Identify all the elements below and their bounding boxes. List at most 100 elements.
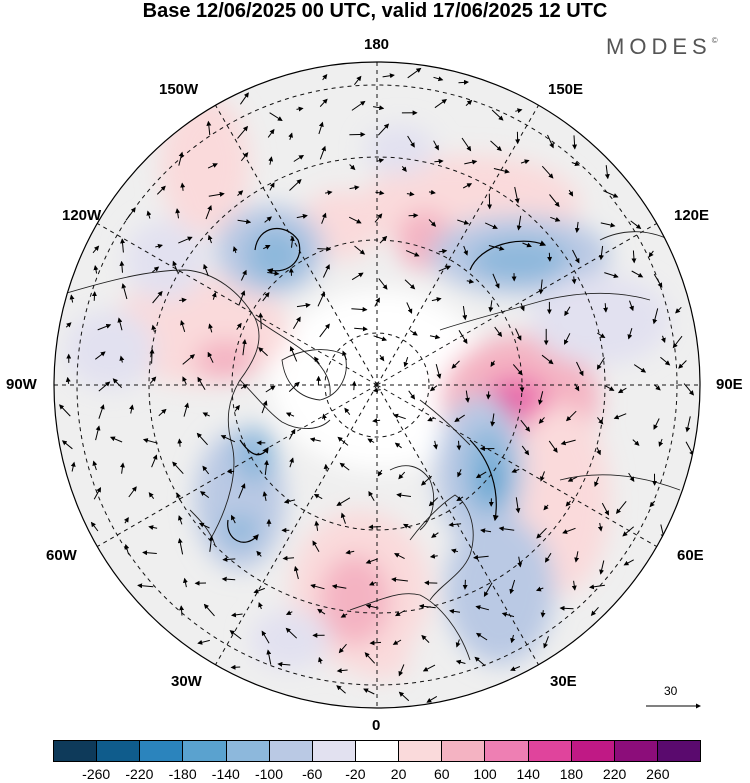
wind-arrow [321, 212, 327, 224]
wind-arrow [211, 291, 217, 300]
wind-arrow [433, 140, 439, 151]
wind-arrow [142, 550, 157, 556]
wind-arrow [120, 238, 126, 253]
wind-arrow [258, 601, 263, 610]
wind-arrow [510, 666, 521, 671]
colorbar-swatch [97, 741, 141, 761]
wind-arrow [510, 634, 516, 644]
wind-arrow [520, 303, 525, 312]
wind-arrow [285, 412, 295, 417]
map-title: Base 12/06/2025 00 UTC, valid 17/06/2025… [142, 0, 608, 22]
wind-arrow [603, 303, 609, 313]
wind-arrow [597, 522, 603, 532]
wind-arrow [65, 376, 71, 384]
wind-arrow [293, 565, 299, 580]
wind-arrow [559, 605, 574, 611]
wind-arrow [283, 498, 296, 504]
wind-arrow [514, 186, 520, 204]
colorbar-tick-label: 180 [559, 766, 584, 782]
wind-arrow [199, 491, 210, 499]
wind-arrow [296, 106, 304, 112]
wind-arrow [373, 335, 388, 342]
wind-arrow [117, 317, 123, 331]
colorbar-tick-label: -60 [302, 766, 323, 782]
wind-arrow [632, 439, 640, 446]
wind-arrow [309, 437, 321, 443]
wind-arrow [549, 194, 560, 208]
wind-arrow [574, 221, 580, 233]
wind-arrow [456, 440, 462, 451]
wind-arrow [376, 158, 385, 164]
wind-arrow [285, 610, 293, 615]
wind-arrow [205, 204, 212, 220]
wind-arrow [617, 387, 627, 394]
wind-arrow [94, 351, 106, 360]
wind-arrow [498, 526, 515, 532]
wind-arrow [312, 540, 320, 553]
wind-arrow [429, 385, 438, 392]
wind-arrow [543, 636, 549, 649]
wind-arrow [488, 245, 505, 251]
wind-arrow [382, 73, 395, 79]
wind-arrow [509, 579, 516, 595]
wind-arrow [92, 245, 100, 254]
wind-arrow [256, 550, 262, 557]
wind-arrow [70, 461, 76, 472]
colorbar-tick-label: 20 [390, 766, 407, 782]
wind-arrow [571, 161, 580, 167]
wind-arrow [322, 74, 328, 81]
colorbar-swatch [399, 741, 443, 761]
wind-arrow [473, 554, 489, 560]
wind-arrow [177, 538, 184, 555]
wind-arrow [152, 290, 163, 304]
wind-arrow [535, 586, 544, 592]
wind-arrow [282, 555, 295, 561]
wind-arrow [365, 558, 378, 564]
wind-arrow [484, 222, 498, 229]
colorbar-swatch [528, 741, 572, 761]
wind-arrow [93, 265, 99, 274]
wind-arrow [574, 551, 580, 563]
wind-arrow [590, 606, 599, 616]
wind-arrow [264, 216, 272, 223]
wind-arrow [628, 472, 635, 482]
wind-arrow [241, 339, 247, 356]
wind-arrow [239, 92, 249, 105]
colorbar-swatch [485, 741, 529, 761]
wind-arrow [568, 189, 574, 197]
wind-arrow [543, 504, 549, 511]
wind-arrow [331, 584, 347, 590]
wind-arrow [149, 348, 155, 364]
wind-arrow [128, 486, 137, 498]
wind-arrow [340, 613, 348, 618]
wind-arrow [464, 159, 478, 165]
wind-arrow [119, 260, 125, 273]
lon-label-150w: 150W [159, 81, 199, 98]
colorbar-tick-label: -180 [168, 766, 197, 782]
wind-arrow [288, 428, 296, 440]
wind-arrow [379, 354, 385, 362]
wind-arrow [314, 520, 320, 531]
wind-arrow [398, 691, 410, 702]
colorbar-ticks: -260 -220 -180 -140 -100 -60 -20 20 60 100 140 180 2… [0, 766, 750, 783]
wind-arrow [598, 245, 604, 261]
wind-arrow [398, 664, 405, 677]
wind-arrow [605, 385, 615, 391]
wind-arrow [603, 190, 619, 198]
wind-arrow [374, 297, 380, 307]
wind-arrow [323, 463, 329, 471]
wind-arrow [172, 461, 184, 475]
wind-arrow [653, 384, 661, 391]
wind-arrow [322, 413, 327, 421]
wind-arrow [596, 447, 601, 456]
wind-arrow [548, 440, 558, 453]
colorbar-tick-label: -220 [125, 766, 154, 782]
lon-label-60e: 60E [677, 547, 704, 564]
colorbar-tick-label: -140 [211, 766, 240, 782]
wind-arrow [461, 137, 472, 152]
wind-arrow [540, 471, 545, 482]
wind-arrow [148, 525, 158, 530]
wind-arrow [490, 360, 496, 367]
wind-arrow [485, 391, 491, 400]
wind-arrow [433, 440, 438, 450]
